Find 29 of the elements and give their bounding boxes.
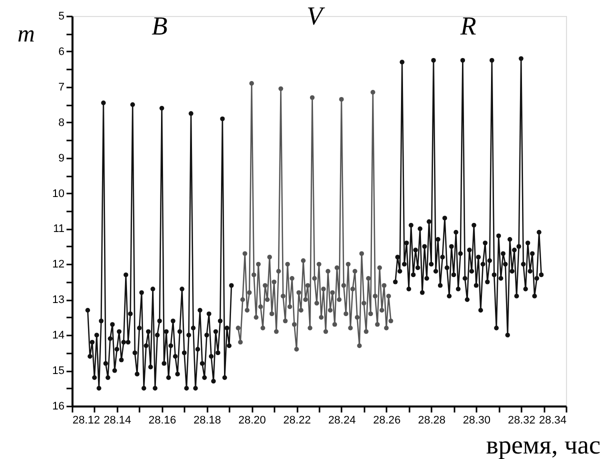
- x-tick-label: 28.32: [508, 414, 536, 426]
- x-tick-label: 28.28: [418, 414, 446, 426]
- x-tick-label: 28.22: [283, 414, 311, 426]
- y-tick-label: 8: [58, 116, 64, 129]
- y-tick-label: 9: [58, 152, 64, 164]
- y-tick-label: 16: [52, 400, 64, 412]
- x-tick-label: 28.26: [373, 414, 401, 426]
- x-tick-label: 28.30: [462, 414, 490, 426]
- x-tick-label: 28.20: [238, 414, 266, 426]
- y-tick-label: 6: [58, 46, 64, 58]
- series-label: R: [459, 11, 476, 40]
- x-tick-label: 28.14: [104, 414, 132, 426]
- x-tick-label: 28.16: [148, 414, 176, 426]
- y-axis-title: m: [18, 22, 35, 48]
- y-tick-label: 14: [52, 330, 64, 342]
- y-tick-label: 5: [58, 10, 64, 22]
- x-tick-label: 28.24: [328, 414, 356, 426]
- x-axis-title: время, час: [486, 430, 600, 459]
- x-tick-label: 28.12: [72, 414, 100, 426]
- y-tick-label: 12: [52, 258, 64, 271]
- text: V: [306, 2, 326, 31]
- y-tick-label: 13: [52, 294, 64, 306]
- y-tick-label: 10: [52, 188, 64, 200]
- text: B: [152, 11, 168, 40]
- y-tick-label: 11: [53, 223, 64, 236]
- y-tick-label: 15: [52, 365, 64, 378]
- x-tick-label: 28.34: [538, 414, 566, 426]
- x-tick-label: 28.18: [193, 414, 221, 426]
- y-tick-label: 7: [58, 81, 64, 94]
